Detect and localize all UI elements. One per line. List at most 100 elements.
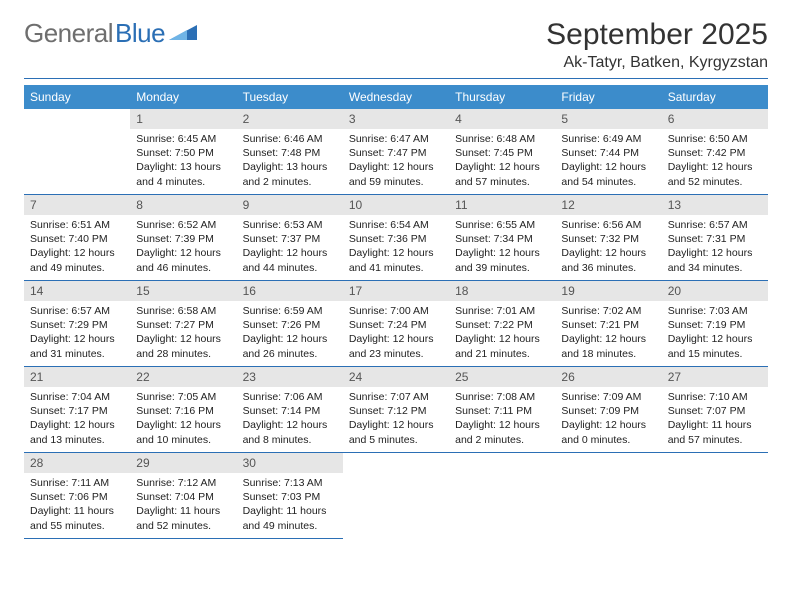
day-body: Sunrise: 6:51 AMSunset: 7:40 PMDaylight:… <box>24 215 130 279</box>
sunset-line: Sunset: 7:14 PM <box>243 404 337 418</box>
daylight-line: Daylight: 12 hours and 49 minutes. <box>30 246 124 274</box>
calendar-cell: 16Sunrise: 6:59 AMSunset: 7:26 PMDayligh… <box>237 281 343 367</box>
calendar-cell: 7Sunrise: 6:51 AMSunset: 7:40 PMDaylight… <box>24 195 130 281</box>
sunset-line: Sunset: 7:09 PM <box>561 404 655 418</box>
day-body: Sunrise: 6:48 AMSunset: 7:45 PMDaylight:… <box>449 129 555 193</box>
sunrise-line: Sunrise: 7:04 AM <box>30 390 124 404</box>
header-divider <box>24 78 768 79</box>
location-label: Ak-Tatyr, Batken, Kyrgyzstan <box>546 54 768 72</box>
calendar-cell: 29Sunrise: 7:12 AMSunset: 7:04 PMDayligh… <box>130 453 236 539</box>
calendar-cell: 28Sunrise: 7:11 AMSunset: 7:06 PMDayligh… <box>24 453 130 539</box>
day-number: 25 <box>449 367 555 387</box>
sunset-line: Sunset: 7:48 PM <box>243 146 337 160</box>
calendar-cell: 0 <box>662 453 768 539</box>
sunset-line: Sunset: 7:29 PM <box>30 318 124 332</box>
calendar-cell: 30Sunrise: 7:13 AMSunset: 7:03 PMDayligh… <box>237 453 343 539</box>
sunrise-line: Sunrise: 6:48 AM <box>455 132 549 146</box>
day-body: Sunrise: 6:56 AMSunset: 7:32 PMDaylight:… <box>555 215 661 279</box>
day-body: Sunrise: 7:00 AMSunset: 7:24 PMDaylight:… <box>343 301 449 365</box>
daylight-line: Daylight: 12 hours and 10 minutes. <box>136 418 230 446</box>
title-block: September 2025 Ak-Tatyr, Batken, Kyrgyzs… <box>546 18 768 72</box>
day-body: Sunrise: 6:59 AMSunset: 7:26 PMDaylight:… <box>237 301 343 365</box>
calendar-cell: 14Sunrise: 6:57 AMSunset: 7:29 PMDayligh… <box>24 281 130 367</box>
day-number: 14 <box>24 281 130 301</box>
day-number: 8 <box>130 195 236 215</box>
daylight-line: Daylight: 12 hours and 46 minutes. <box>136 246 230 274</box>
sunrise-line: Sunrise: 7:08 AM <box>455 390 549 404</box>
calendar-cell: 11Sunrise: 6:55 AMSunset: 7:34 PMDayligh… <box>449 195 555 281</box>
sunset-line: Sunset: 7:24 PM <box>349 318 443 332</box>
day-body: Sunrise: 6:50 AMSunset: 7:42 PMDaylight:… <box>662 129 768 193</box>
calendar-cell: 19Sunrise: 7:02 AMSunset: 7:21 PMDayligh… <box>555 281 661 367</box>
daylight-line: Daylight: 11 hours and 55 minutes. <box>30 504 124 532</box>
daylight-line: Daylight: 13 hours and 2 minutes. <box>243 160 337 188</box>
weekday-header-row: SundayMondayTuesdayWednesdayThursdayFrid… <box>24 85 768 109</box>
day-number: 20 <box>662 281 768 301</box>
daylight-line: Daylight: 11 hours and 57 minutes. <box>668 418 762 446</box>
sunrise-line: Sunrise: 7:06 AM <box>243 390 337 404</box>
daylight-line: Daylight: 12 hours and 26 minutes. <box>243 332 337 360</box>
calendar-cell: 27Sunrise: 7:10 AMSunset: 7:07 PMDayligh… <box>662 367 768 453</box>
day-body: Sunrise: 6:52 AMSunset: 7:39 PMDaylight:… <box>130 215 236 279</box>
calendar-cell: 4Sunrise: 6:48 AMSunset: 7:45 PMDaylight… <box>449 109 555 195</box>
day-body: Sunrise: 7:05 AMSunset: 7:16 PMDaylight:… <box>130 387 236 451</box>
day-body: Sunrise: 6:53 AMSunset: 7:37 PMDaylight:… <box>237 215 343 279</box>
day-number: 12 <box>555 195 661 215</box>
day-number: 30 <box>237 453 343 473</box>
daylight-line: Daylight: 13 hours and 4 minutes. <box>136 160 230 188</box>
calendar-body: 0 1Sunrise: 6:45 AMSunset: 7:50 PMDaylig… <box>24 109 768 539</box>
calendar-cell: 21Sunrise: 7:04 AMSunset: 7:17 PMDayligh… <box>24 367 130 453</box>
sunset-line: Sunset: 7:12 PM <box>349 404 443 418</box>
daylight-line: Daylight: 12 hours and 31 minutes. <box>30 332 124 360</box>
weekday-header: Monday <box>130 85 236 109</box>
calendar-cell: 24Sunrise: 7:07 AMSunset: 7:12 PMDayligh… <box>343 367 449 453</box>
sunset-line: Sunset: 7:34 PM <box>455 232 549 246</box>
calendar-cell: 10Sunrise: 6:54 AMSunset: 7:36 PMDayligh… <box>343 195 449 281</box>
calendar-cell: 8Sunrise: 6:52 AMSunset: 7:39 PMDaylight… <box>130 195 236 281</box>
daylight-line: Daylight: 12 hours and 41 minutes. <box>349 246 443 274</box>
calendar-cell: 3Sunrise: 6:47 AMSunset: 7:47 PMDaylight… <box>343 109 449 195</box>
daylight-line: Daylight: 12 hours and 8 minutes. <box>243 418 337 446</box>
sunrise-line: Sunrise: 6:56 AM <box>561 218 655 232</box>
daylight-line: Daylight: 12 hours and 44 minutes. <box>243 246 337 274</box>
sunset-line: Sunset: 7:22 PM <box>455 318 549 332</box>
sunset-line: Sunset: 7:16 PM <box>136 404 230 418</box>
day-number: 21 <box>24 367 130 387</box>
daylight-line: Daylight: 12 hours and 57 minutes. <box>455 160 549 188</box>
daylight-line: Daylight: 12 hours and 15 minutes. <box>668 332 762 360</box>
day-body: Sunrise: 6:55 AMSunset: 7:34 PMDaylight:… <box>449 215 555 279</box>
calendar-week-row: 21Sunrise: 7:04 AMSunset: 7:17 PMDayligh… <box>24 367 768 453</box>
day-number: 19 <box>555 281 661 301</box>
day-number: 26 <box>555 367 661 387</box>
day-number: 11 <box>449 195 555 215</box>
day-number: 2 <box>237 109 343 129</box>
daylight-line: Daylight: 12 hours and 36 minutes. <box>561 246 655 274</box>
weekday-header: Thursday <box>449 85 555 109</box>
weekday-header: Saturday <box>662 85 768 109</box>
brand-triangle-icon <box>169 22 197 45</box>
brand-logo: GeneralBlue <box>24 18 197 49</box>
calendar-cell: 25Sunrise: 7:08 AMSunset: 7:11 PMDayligh… <box>449 367 555 453</box>
daylight-line: Daylight: 12 hours and 5 minutes. <box>349 418 443 446</box>
sunset-line: Sunset: 7:19 PM <box>668 318 762 332</box>
sunset-line: Sunset: 7:32 PM <box>561 232 655 246</box>
sunrise-line: Sunrise: 6:46 AM <box>243 132 337 146</box>
daylight-line: Daylight: 12 hours and 34 minutes. <box>668 246 762 274</box>
daylight-line: Daylight: 11 hours and 52 minutes. <box>136 504 230 532</box>
calendar-cell: 17Sunrise: 7:00 AMSunset: 7:24 PMDayligh… <box>343 281 449 367</box>
daylight-line: Daylight: 12 hours and 23 minutes. <box>349 332 443 360</box>
month-title: September 2025 <box>546 18 768 52</box>
sunset-line: Sunset: 7:26 PM <box>243 318 337 332</box>
daylight-line: Daylight: 12 hours and 18 minutes. <box>561 332 655 360</box>
sunrise-line: Sunrise: 7:11 AM <box>30 476 124 490</box>
day-number: 6 <box>662 109 768 129</box>
sunrise-line: Sunrise: 7:07 AM <box>349 390 443 404</box>
sunrise-line: Sunrise: 6:45 AM <box>136 132 230 146</box>
day-number: 17 <box>343 281 449 301</box>
day-number: 5 <box>555 109 661 129</box>
day-number: 4 <box>449 109 555 129</box>
day-body: Sunrise: 7:01 AMSunset: 7:22 PMDaylight:… <box>449 301 555 365</box>
calendar-cell: 9Sunrise: 6:53 AMSunset: 7:37 PMDaylight… <box>237 195 343 281</box>
sunset-line: Sunset: 7:50 PM <box>136 146 230 160</box>
day-number: 16 <box>237 281 343 301</box>
